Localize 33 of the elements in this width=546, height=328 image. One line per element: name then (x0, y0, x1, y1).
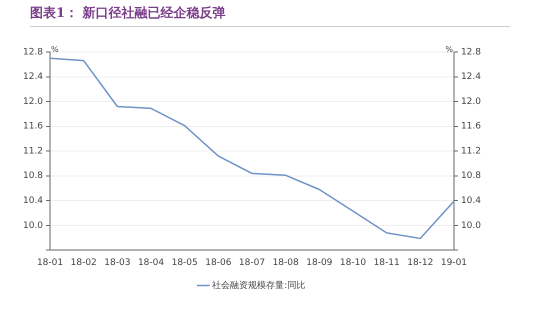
x-tick-label: 18-05 (172, 258, 198, 268)
x-tick-label: 18-12 (407, 258, 434, 268)
x-tick-label: 18-02 (70, 258, 97, 268)
x-tick-label: 18-10 (340, 258, 366, 268)
y2-tick-label: 12.4 (460, 72, 482, 82)
x-tick-label: 18-01 (36, 258, 64, 268)
y2-tick-label: 11.2 (460, 146, 482, 156)
chart-title: 图表1： 新口径社融已经企稳反弹 (30, 4, 226, 22)
y2-tick-label: 12.8 (460, 47, 482, 58)
y-tick-label: 12.4 (22, 72, 44, 82)
y-tick-label: 12.8 (22, 47, 44, 58)
y2-tick-label: 11.6 (460, 122, 482, 132)
y-tick-label: 11.6 (22, 122, 44, 132)
y-tick-label: 10.8 (22, 171, 44, 182)
x-tick-label: 18-04 (138, 258, 164, 268)
x-tick-label: 18-09 (306, 258, 333, 268)
y2-tick-label: 10.8 (460, 171, 482, 182)
y2-axis-title: % (445, 45, 454, 54)
y-tick-label: 12.0 (22, 96, 44, 107)
x-tick-label: 18-07 (238, 258, 266, 268)
y2-tick-label: 10.4 (460, 196, 482, 206)
y-tick-label: 11.2 (22, 146, 44, 156)
x-tick-label: 18-11 (374, 258, 400, 268)
x-tick-label: 18-08 (272, 258, 300, 268)
y2-tick-label: 12.0 (460, 96, 482, 107)
x-tick-label: 18-03 (104, 258, 130, 268)
y-axis-title: % (51, 45, 60, 54)
y-tick-label: 10.0 (22, 220, 44, 231)
x-tick-label: 18-06 (205, 258, 232, 268)
y-tick-label: 10.4 (22, 196, 44, 206)
legend-label: 社会融资规模存量:同比 (212, 280, 306, 291)
y2-tick-label: 10.0 (460, 220, 482, 231)
x-tick-label: 19-01 (440, 258, 468, 268)
